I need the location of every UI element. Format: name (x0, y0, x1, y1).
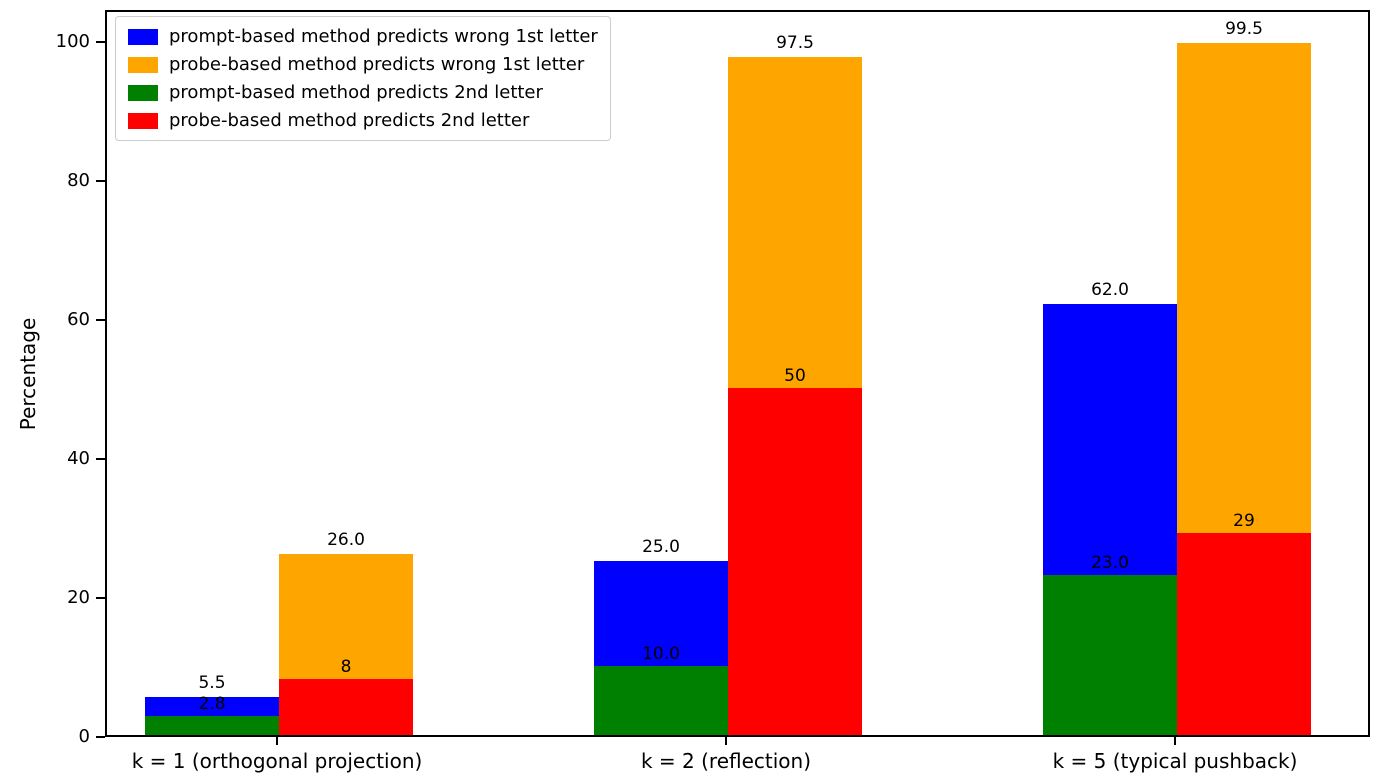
y-tick-label: 80 (67, 170, 90, 191)
legend-swatch (128, 84, 158, 101)
legend-entry-label: prompt-based method predicts 2nd letter (169, 82, 543, 103)
y-tick-mark (96, 458, 105, 460)
probe-method-bar-second-letter-segment (279, 679, 413, 735)
probe-method-bar-second-letter-segment (728, 387, 862, 735)
x-tick-label: k = 2 (reflection) (640, 749, 812, 773)
legend-entry-label: probe-based method predicts 2nd letter (169, 110, 530, 131)
probe-method-bar (728, 57, 862, 735)
y-tick-mark (96, 180, 105, 182)
y-tick-mark (96, 736, 105, 738)
x-tick-label: k = 5 (typical pushback) (1052, 749, 1298, 773)
plot-area: 5.5 2.8 26.0 8 25.0 10.0 97.5 50 62.0 23.0 99.5 29 p… (105, 10, 1370, 737)
x-tick-mark (725, 737, 727, 745)
probe-method-bar-second-letter-segment (1177, 533, 1311, 735)
prompt-method-bar-total-label: 25.0 (642, 537, 680, 558)
probe-method-bar (279, 554, 413, 735)
probe-method-bar-segment-label: 29 (1233, 511, 1255, 532)
prompt-method-bar-segment-label: 2.8 (198, 693, 226, 714)
prompt-method-bar-total-label: 62.0 (1091, 280, 1129, 301)
x-tick-label: k = 1 (orthogonal projection) (131, 749, 423, 773)
probe-method-bar-segment-label: 50 (784, 365, 806, 386)
x-tick-mark (1174, 737, 1176, 745)
prompt-method-bar-total-label: 5.5 (198, 672, 226, 693)
probe-method-bar-total-label: 26.0 (327, 530, 365, 551)
prompt-method-bar (145, 696, 279, 735)
prompt-method-bar-segment-label: 23.0 (1091, 553, 1129, 574)
y-tick-label: 100 (55, 31, 90, 52)
prompt-method-bar-second-letter-segment (1043, 575, 1177, 735)
legend-item: prompt-based method predicts 2nd letter (128, 82, 598, 103)
legend-swatch (128, 112, 158, 129)
legend-swatch (128, 56, 158, 73)
y-tick-mark (96, 41, 105, 43)
prompt-method-bar (594, 561, 728, 735)
prompt-method-bar-segment-label: 10.0 (642, 643, 680, 664)
prompt-method-bar-second-letter-segment (145, 715, 279, 735)
y-tick-label: 40 (67, 448, 90, 469)
legend-entry-label: probe-based method predicts wrong 1st le… (169, 54, 585, 75)
legend-item: prompt-based method predicts wrong 1st l… (128, 26, 598, 47)
legend-item: probe-based method predicts wrong 1st le… (128, 54, 598, 75)
y-tick-label: 60 (67, 309, 90, 330)
probe-method-bar-segment-label: 8 (340, 657, 352, 678)
prompt-method-bar (1043, 304, 1177, 735)
y-tick-label: 0 (78, 726, 90, 747)
legend-swatch (128, 28, 158, 45)
x-tick-mark (276, 737, 278, 745)
y-tick-mark (96, 597, 105, 599)
y-tick-label: 20 (67, 587, 90, 608)
probe-method-bar-total-label: 99.5 (1225, 19, 1263, 40)
probe-method-bar (1177, 43, 1311, 735)
legend: prompt-based method predicts wrong 1st l… (115, 16, 611, 141)
y-axis-label: Percentage (16, 317, 40, 431)
prompt-method-bar-second-letter-segment (594, 665, 728, 735)
legend-entry-label: prompt-based method predicts wrong 1st l… (169, 26, 598, 47)
y-tick-mark (96, 319, 105, 321)
probe-method-bar-total-label: 97.5 (776, 33, 814, 54)
legend-item: probe-based method predicts 2nd letter (128, 110, 598, 131)
